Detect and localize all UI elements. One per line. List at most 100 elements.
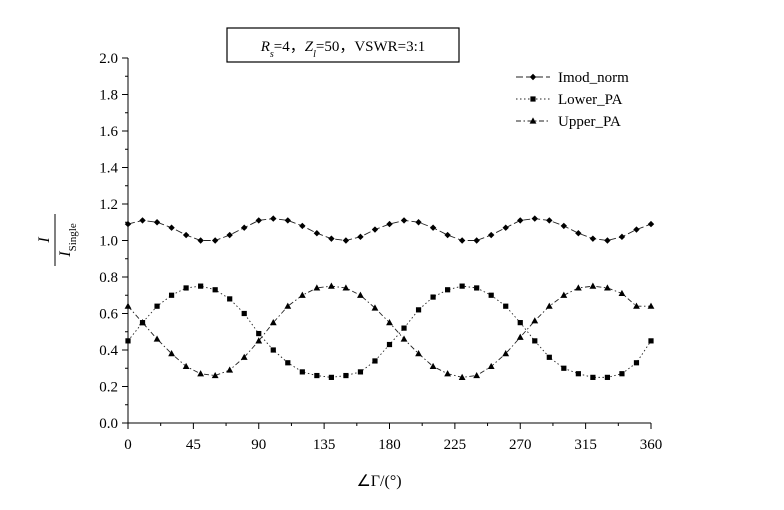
x-tick-label: 315 xyxy=(574,437,597,453)
y-label-fraction: I ISingle xyxy=(36,214,79,266)
y-tick-label: 2.0 xyxy=(99,51,118,67)
data-point xyxy=(502,224,509,231)
data-point xyxy=(124,220,132,228)
data-point xyxy=(618,289,626,297)
series-upper-pa xyxy=(124,282,655,380)
data-point xyxy=(386,220,393,228)
y-tick-label: 0.8 xyxy=(99,270,118,286)
data-point xyxy=(400,335,408,342)
annotation-part: R xyxy=(260,39,270,55)
legend-marker xyxy=(529,73,537,81)
data-point xyxy=(226,231,233,239)
y-tick-label: 1.8 xyxy=(99,88,118,104)
data-point xyxy=(313,230,321,237)
annotation-part: =50，VSWR=3:1 xyxy=(316,39,425,55)
annotation-border xyxy=(226,27,460,63)
data-point xyxy=(327,282,335,289)
data-point xyxy=(415,307,422,313)
legend-item: Upper_PA xyxy=(516,114,621,130)
x-tick-label: 180 xyxy=(378,437,401,453)
annotation-part: =4， xyxy=(274,39,305,55)
data-point xyxy=(314,372,320,379)
y-tick-label: 0.4 xyxy=(99,343,118,359)
data-point xyxy=(269,319,277,326)
data-point xyxy=(487,231,495,239)
data-point xyxy=(197,370,205,377)
data-point xyxy=(183,285,189,291)
data-point xyxy=(561,365,567,371)
x-tick-label: 90 xyxy=(251,437,266,453)
legend: Imod_norm Lower_PA Upper_PA xyxy=(516,70,629,130)
y-tick-label: 1.0 xyxy=(99,234,118,250)
data-point xyxy=(546,217,553,224)
y-axis-ticks: 0.0 0.2 0.4 0.6 0.8 1.0 1.2 1.4 1.6 1.8 2.0 xyxy=(99,51,128,432)
data-point xyxy=(429,362,437,370)
legend-item: Imod_norm xyxy=(516,70,629,86)
data-point xyxy=(415,219,422,226)
data-point xyxy=(298,291,306,298)
data-point xyxy=(284,302,292,309)
data-point xyxy=(357,369,364,375)
data-point xyxy=(488,292,494,298)
data-point xyxy=(226,366,234,373)
legend-label: Upper_PA xyxy=(558,114,621,130)
y-tick-label: 0.0 xyxy=(99,416,118,432)
data-point xyxy=(589,235,597,242)
annotation-text: Rs=4，Zl=50，VSWR=3:1 xyxy=(260,39,426,60)
y-tick-label: 0.2 xyxy=(99,380,118,396)
x-axis-label: ∠Γ/(°) xyxy=(356,473,401,490)
data-point xyxy=(154,303,160,309)
data-point xyxy=(532,338,538,344)
data-point xyxy=(313,284,321,291)
data-point xyxy=(198,283,204,289)
data-point xyxy=(343,372,349,379)
data-point xyxy=(139,319,146,326)
data-point xyxy=(604,374,611,380)
data-point xyxy=(633,226,640,233)
data-point xyxy=(241,310,247,317)
data-point xyxy=(474,285,480,291)
data-point xyxy=(648,338,654,344)
legend-label: Imod_norm xyxy=(558,70,629,86)
data-point xyxy=(430,294,436,300)
x-tick-label: 360 xyxy=(640,437,663,453)
data-point xyxy=(560,222,568,230)
x-tick-label: 225 xyxy=(444,437,467,453)
data-point xyxy=(255,337,263,344)
data-point xyxy=(139,217,146,224)
series-line xyxy=(127,285,652,378)
data-point xyxy=(285,360,291,366)
legend-label: Lower_PA xyxy=(558,92,623,108)
data-point xyxy=(372,358,378,364)
data-point xyxy=(503,303,509,309)
data-point xyxy=(589,282,597,289)
data-point xyxy=(516,333,524,340)
data-point xyxy=(546,354,552,360)
data-point xyxy=(473,371,481,379)
data-point xyxy=(517,320,523,326)
data-point xyxy=(124,302,132,309)
data-point xyxy=(256,330,262,337)
data-point xyxy=(444,231,451,239)
data-point xyxy=(328,235,335,242)
data-point xyxy=(182,362,190,370)
data-point xyxy=(342,284,350,291)
y-label-denominator: ISingle xyxy=(57,223,79,258)
x-tick-label: 0 xyxy=(124,437,132,453)
data-point xyxy=(459,283,465,289)
y-label-numerator: I xyxy=(36,237,53,244)
data-point xyxy=(153,335,161,342)
data-point xyxy=(575,230,582,237)
y-tick-label: 1.2 xyxy=(99,197,118,213)
data-point xyxy=(517,217,524,224)
data-point xyxy=(604,284,611,291)
annotation-part: s xyxy=(270,49,274,60)
data-point xyxy=(618,233,626,241)
data-point xyxy=(240,353,248,360)
data-point xyxy=(647,220,655,228)
data-point xyxy=(560,291,568,298)
data-point xyxy=(575,371,581,377)
series-layer xyxy=(124,215,655,380)
legend-marker xyxy=(530,96,536,102)
